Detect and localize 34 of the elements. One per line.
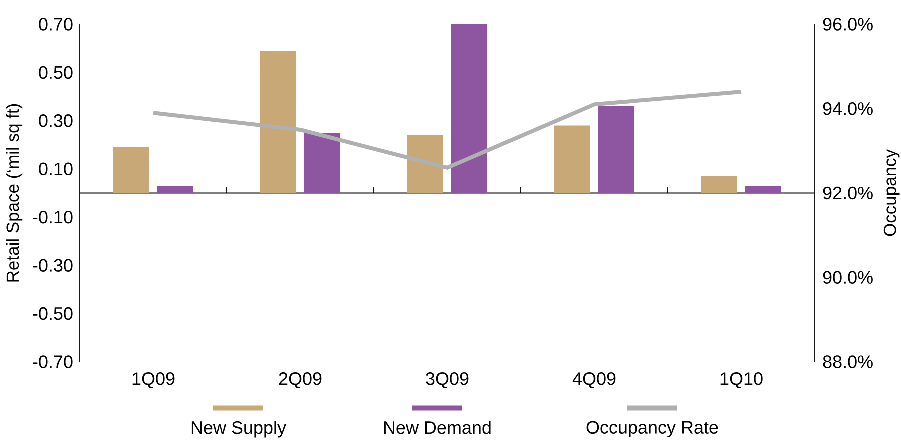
x-tick-label: 3Q09 [426,372,469,388]
y2-tick-label: 94.0% [823,102,873,116]
bar [408,135,444,194]
legend-label: New Supply [192,420,286,438]
x-tick-label: 1Q10 [720,372,763,388]
line-series [152,90,744,170]
y2-axis-title: Occupancy [884,150,900,236]
bar [452,24,488,194]
y2-tick-label: 92.0% [823,186,873,200]
x-tick-label: 2Q09 [279,372,322,388]
bar [746,186,782,194]
x-tick-label: 4Q09 [572,372,616,388]
y2-tick-label: 90.0% [823,271,873,284]
bar [598,106,635,194]
bar [158,186,194,194]
bar [554,126,591,194]
y-tick-label: 0.50 [39,66,73,80]
y-tick-label: -0.30 [33,259,73,272]
y-tick-label: -0.50 [33,307,73,320]
bar [304,132,341,194]
legend-label: Occupancy Rate [586,421,718,438]
y-tick-label: -0.70 [33,356,73,368]
legend-label: New Demand [384,420,491,434]
y-tick-label: 0.70 [39,18,73,31]
y-tick-label: 0.30 [39,114,73,128]
x-tick-label: 1Q09 [132,372,175,388]
y-axis-title: Retail Space (‘mil sq ft) [6,104,23,282]
y-tick-label: -0.10 [33,210,73,224]
bar [702,176,738,194]
y-tick-label: 0.10 [39,162,73,176]
y2-tick-label: 96.0% [823,18,873,31]
y2-tick-label: 88.0% [823,356,873,368]
bar [114,147,150,194]
bar [260,51,297,194]
